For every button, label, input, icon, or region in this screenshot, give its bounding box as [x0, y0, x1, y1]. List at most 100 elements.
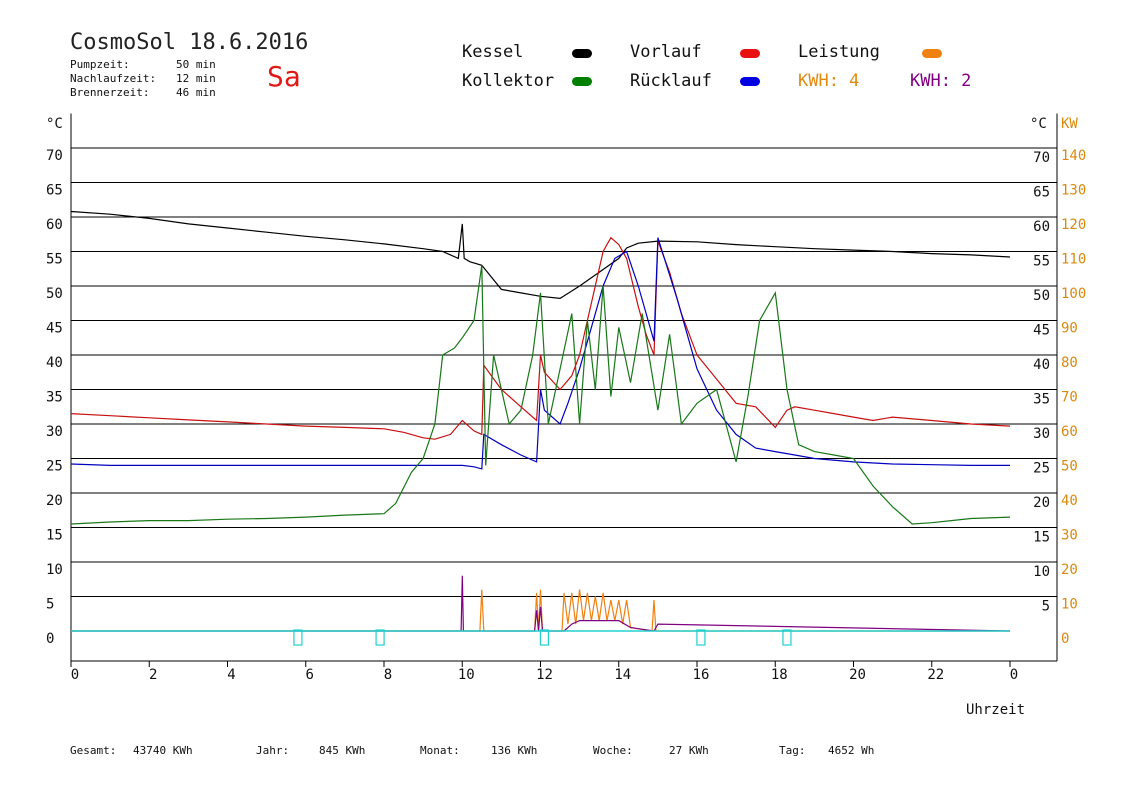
x-tick-label: 10 [458, 667, 475, 683]
y-tick-right-kw-label: 90 [1061, 321, 1078, 337]
info-nachlaufzeit-label: Nachlaufzeit: [70, 72, 157, 85]
y-tick-right-kw-label: 140 [1061, 148, 1086, 164]
series-line-ruecklauf [70, 237, 1010, 470]
y-tick-right-c-label: 5 [1042, 599, 1050, 615]
legend-ruecklauf-swatch [740, 77, 760, 86]
y-tick-left-label: 25 [46, 459, 63, 475]
right-axis-unit-kw: KW [1061, 116, 1078, 132]
pump-marker [375, 629, 385, 646]
info-nachlaufzeit-value: 12 min [176, 72, 216, 85]
y-tick-right-kw-label: 110 [1061, 252, 1086, 268]
y-tick-right-c-label: 55 [1033, 254, 1050, 270]
legend-kessel-swatch [572, 49, 592, 58]
y-tick-left-label: 40 [46, 355, 63, 371]
y-tick-right-c-label: 40 [1033, 357, 1050, 373]
x-axis-title: Uhrzeit [966, 702, 1026, 718]
y-tick-right-c-label: 60 [1033, 219, 1050, 235]
weekday-label: Sa [267, 60, 301, 93]
footer-tag-value: 4652 Wh [828, 744, 875, 757]
y-tick-left-label: 15 [46, 528, 63, 544]
series-line-leistung [71, 589, 1010, 632]
footer-woche-value: 27 KWh [669, 744, 709, 757]
y-tick-right-kw-label: 0 [1061, 631, 1069, 647]
info-brennerzeit-value: 46 min [176, 86, 216, 99]
x-tick-label: 0 [71, 667, 79, 683]
pump-marker [696, 629, 706, 646]
y-tick-right-c-label: 30 [1033, 426, 1050, 442]
x-tick-label: 2 [149, 667, 157, 683]
footer-monat-value: 136 KWh [491, 744, 538, 757]
y-tick-right-kw-label: 10 [1061, 597, 1078, 613]
x-tick-label: 6 [306, 667, 314, 683]
x-tick-label: 22 [927, 667, 944, 683]
y-tick-right-kw-label: 50 [1061, 459, 1078, 475]
y-tick-right-kw-label: 70 [1061, 390, 1078, 406]
info-pumpzeit-value: 50 min [176, 58, 216, 71]
right-axis-unit-c: °C [1030, 116, 1047, 132]
y-tick-right-c-label: 50 [1033, 288, 1050, 304]
legend-vorlauf-label: Vorlauf [630, 42, 702, 62]
y-tick-left-label: 35 [46, 390, 63, 406]
series-line-kollektor [70, 265, 1011, 525]
y-tick-left-label: 5 [46, 597, 54, 613]
y-tick-left-label: 30 [46, 424, 63, 440]
x-tick-label: 16 [693, 667, 710, 683]
x-tick-label: 4 [227, 667, 235, 683]
y-tick-right-kw-label: 40 [1061, 493, 1078, 509]
y-tick-right-kw-label: 80 [1061, 355, 1078, 371]
pump-marker [782, 629, 792, 646]
pump-marker [539, 629, 550, 646]
y-tick-right-kw-label: 30 [1061, 528, 1078, 544]
series-line-kwh-2 [71, 575, 1011, 632]
x-tick-label: 18 [771, 667, 788, 683]
info-pumpzeit-label: Pumpzeit: [70, 58, 130, 71]
legend-ruecklauf-label: Rücklauf [630, 71, 712, 91]
footer-gesamt-label: Gesamt: [70, 744, 117, 757]
footer-tag-label: Tag: [779, 744, 806, 757]
x-tick-label: 0 [1010, 667, 1018, 683]
legend-kwh2-label: KWH: 2 [910, 71, 972, 91]
footer-jahr-label: Jahr: [256, 744, 290, 757]
y-tick-right-kw-label: 20 [1061, 562, 1078, 578]
y-tick-left-label: 0 [46, 631, 54, 647]
footer-gesamt-value: 43740 KWh [133, 744, 193, 757]
footer-woche-label: Woche: [593, 744, 633, 757]
info-brennerzeit-label: Brennerzeit: [70, 86, 150, 99]
y-tick-left-label: 70 [46, 148, 63, 164]
legend-vorlauf-swatch [740, 49, 760, 58]
y-tick-right-c-label: 65 [1033, 185, 1050, 201]
y-tick-right-c-label: 10 [1033, 564, 1050, 580]
footer-jahr-value: 845 KWh [319, 744, 366, 757]
y-tick-right-kw-label: 130 [1061, 183, 1086, 199]
y-tick-left-label: 60 [46, 217, 63, 233]
y-tick-right-kw-label: 120 [1061, 217, 1086, 233]
y-tick-left-label: 20 [46, 493, 63, 509]
y-tick-right-kw-label: 100 [1061, 286, 1086, 302]
footer-monat-label: Monat: [420, 744, 460, 757]
series-line-kessel [70, 210, 1011, 300]
y-tick-right-c-label: 25 [1033, 461, 1050, 477]
legend-kollektor-swatch [572, 77, 592, 86]
legend-leistung-label: Leistung [798, 42, 880, 62]
legend-kwh1-label: KWH: 4 [798, 71, 860, 91]
y-tick-right-kw-label: 60 [1061, 424, 1078, 440]
left-axis-unit: °C [46, 116, 63, 132]
x-tick-label: 12 [536, 667, 553, 683]
series-line-vorlauf [70, 236, 1011, 440]
x-tick-label: 8 [384, 667, 392, 683]
x-tick-label: 14 [614, 667, 631, 683]
y-tick-left-label: 65 [46, 183, 63, 199]
y-tick-right-c-label: 70 [1033, 150, 1050, 166]
chart-title: CosmoSol 18.6.2016 [70, 30, 309, 55]
y-tick-right-c-label: 15 [1033, 530, 1050, 546]
legend-kollektor-label: Kollektor [462, 71, 555, 91]
y-tick-right-c-label: 35 [1033, 392, 1050, 408]
x-tick-label: 20 [849, 667, 866, 683]
y-tick-left-label: 50 [46, 286, 63, 302]
pump-marker [293, 629, 303, 646]
y-tick-left-label: 10 [46, 562, 63, 578]
legend-kessel-label: Kessel [462, 42, 524, 62]
y-tick-right-c-label: 20 [1033, 495, 1050, 511]
y-tick-left-label: 45 [46, 321, 63, 337]
